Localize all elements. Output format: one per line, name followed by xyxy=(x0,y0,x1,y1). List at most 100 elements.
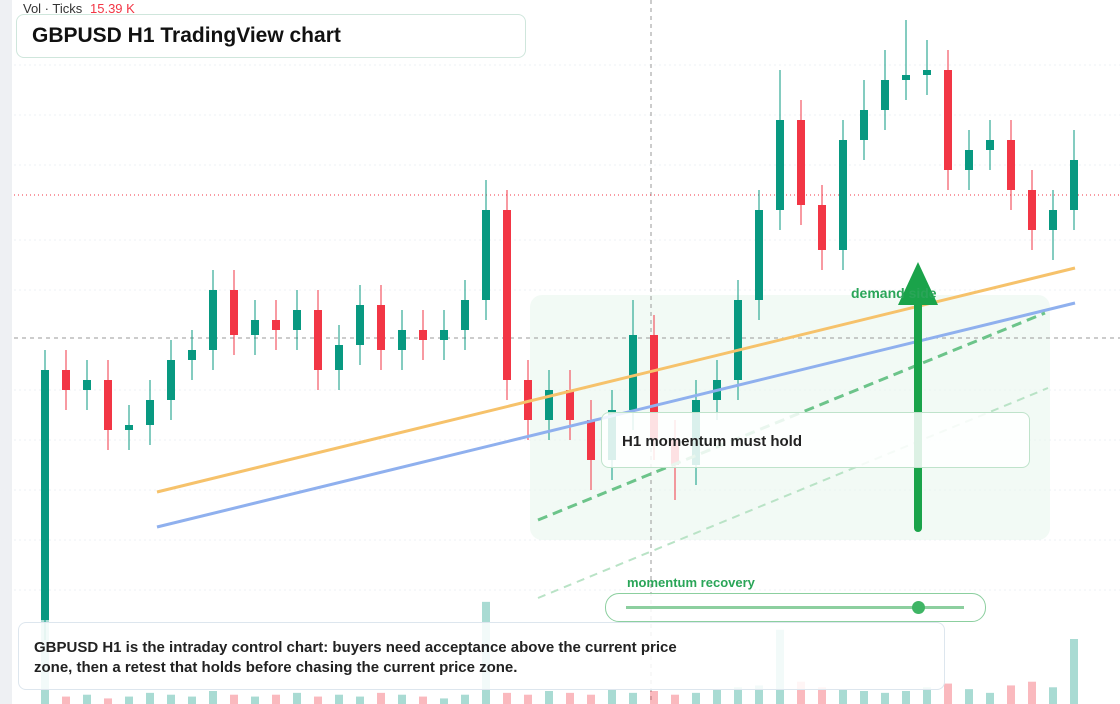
volume-bar xyxy=(1070,639,1078,704)
volume-bar xyxy=(566,692,574,704)
candle-body xyxy=(146,400,154,425)
candle-body xyxy=(83,380,91,390)
volume-bar xyxy=(356,696,364,704)
volume-bar xyxy=(503,692,511,704)
candle-body xyxy=(125,425,133,430)
volume-bar xyxy=(461,694,469,704)
volume-bar xyxy=(188,696,196,704)
volume-bar xyxy=(671,694,679,704)
volume-bar xyxy=(272,694,280,704)
candle-body xyxy=(902,75,910,80)
candle-body xyxy=(482,210,490,300)
candle-body xyxy=(545,390,553,420)
volume-bar xyxy=(83,694,91,704)
candle-body xyxy=(440,330,448,340)
candle-body xyxy=(356,305,364,345)
volume-bar xyxy=(818,687,826,704)
volume-bar xyxy=(104,698,112,704)
volume-bar xyxy=(545,691,553,704)
note-box xyxy=(601,412,1030,468)
candle-body xyxy=(818,205,826,250)
volume-bar xyxy=(902,691,910,704)
caption-box xyxy=(18,622,945,690)
candle-body xyxy=(272,320,280,330)
candle-body xyxy=(1028,190,1036,230)
caption: GBPUSD H1 is the intraday control chart:… xyxy=(34,639,677,676)
volume-bar xyxy=(251,696,259,704)
candle-body xyxy=(839,140,847,250)
trendline xyxy=(537,387,1049,599)
volume-bar xyxy=(1028,681,1036,704)
volume-bar xyxy=(755,685,763,704)
volume-bar xyxy=(377,692,385,704)
vol-value: 15.39 K xyxy=(90,1,135,16)
candle-body xyxy=(314,310,322,370)
volume-bar xyxy=(986,692,994,704)
volume-bar xyxy=(650,691,658,704)
volume-bar xyxy=(797,681,805,704)
volume-bar xyxy=(440,698,448,704)
candle-body xyxy=(860,110,868,140)
volume-bar xyxy=(524,694,532,704)
candle-body xyxy=(335,345,343,370)
candle-body xyxy=(944,70,952,170)
vol-label: Vol · Ticks xyxy=(23,1,83,16)
candle-body xyxy=(1070,160,1078,210)
arrow-head xyxy=(898,262,938,305)
volume-bar xyxy=(692,692,700,704)
volume-bar xyxy=(839,689,847,704)
volume-bar xyxy=(881,692,889,704)
candle-body xyxy=(419,330,427,340)
zone-label: demand side xyxy=(851,285,937,301)
candle-body xyxy=(965,150,973,170)
slider-track xyxy=(626,606,964,609)
volume-bar xyxy=(335,694,343,704)
volume-bar xyxy=(587,694,595,704)
volume-bar xyxy=(1007,685,1015,704)
candle-body xyxy=(62,370,70,390)
volume-bar xyxy=(62,696,70,704)
candle-body xyxy=(461,300,469,330)
candle-body xyxy=(1007,140,1015,190)
candle-body xyxy=(923,70,931,75)
volume-bar xyxy=(419,696,427,704)
candle-body xyxy=(104,380,112,430)
candle-body xyxy=(377,305,385,350)
candle-body xyxy=(629,335,637,410)
volume-bar xyxy=(209,691,217,704)
candle-body xyxy=(986,140,994,150)
candle-body xyxy=(167,360,175,400)
candle-body xyxy=(251,320,259,335)
volume-bar xyxy=(146,692,154,704)
note: H1 momentum must hold xyxy=(622,433,803,450)
volume-bar xyxy=(125,696,133,704)
candle-body xyxy=(734,300,742,380)
candle-body xyxy=(293,310,301,330)
slider-label: momentum recovery xyxy=(627,575,755,590)
candle-body xyxy=(503,210,511,380)
candle-body xyxy=(650,335,658,440)
slider-thumb[interactable] xyxy=(912,601,925,614)
slider[interactable] xyxy=(605,593,986,622)
candle-body xyxy=(776,120,784,210)
candle-body xyxy=(398,330,406,350)
candle-body xyxy=(797,120,805,205)
volume-bar xyxy=(860,691,868,704)
volume-bar xyxy=(608,689,616,704)
candle-body xyxy=(587,420,595,460)
volume-bar xyxy=(734,687,742,704)
volume-bar xyxy=(230,694,238,704)
title-box xyxy=(16,14,526,58)
volume-bar xyxy=(965,689,973,704)
left-strip xyxy=(0,0,12,704)
candle-body xyxy=(755,210,763,300)
volume-bar xyxy=(398,694,406,704)
candle-body xyxy=(41,370,49,620)
volume-bar xyxy=(1049,687,1057,704)
volume-bar xyxy=(293,692,301,704)
volume-bar xyxy=(713,689,721,704)
volume-bar xyxy=(167,694,175,704)
candle-body xyxy=(1049,210,1057,230)
candle-body xyxy=(566,390,574,420)
